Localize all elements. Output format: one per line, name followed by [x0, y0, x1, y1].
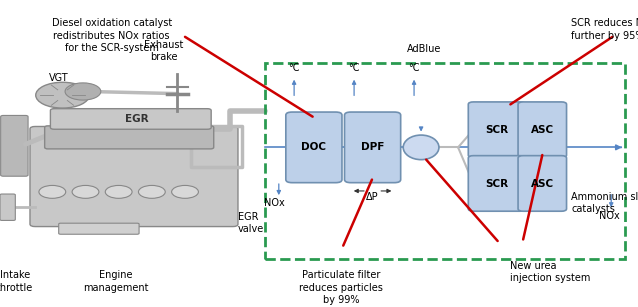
Text: Engine
management: Engine management [84, 270, 149, 293]
Text: NOx: NOx [599, 212, 619, 221]
Ellipse shape [403, 135, 439, 160]
FancyBboxPatch shape [468, 102, 525, 157]
Text: °C: °C [288, 63, 300, 72]
Text: Particulate filter
reduces particles
by 99%: Particulate filter reduces particles by … [299, 270, 383, 305]
Text: EGR: EGR [125, 114, 149, 124]
Text: °C: °C [408, 63, 420, 72]
Text: New urea
injection system: New urea injection system [510, 261, 591, 283]
Text: SCR reduces NOx
further by 95%: SCR reduces NOx further by 95% [571, 18, 638, 41]
FancyBboxPatch shape [30, 126, 238, 227]
Text: ΔP: ΔP [366, 192, 379, 202]
Circle shape [172, 185, 198, 198]
Circle shape [39, 185, 66, 198]
Circle shape [36, 82, 89, 108]
Text: EGR
valve: EGR valve [238, 212, 264, 234]
FancyBboxPatch shape [518, 156, 567, 211]
FancyBboxPatch shape [45, 126, 214, 149]
FancyBboxPatch shape [345, 112, 401, 183]
Text: Intake
throttle: Intake throttle [0, 270, 33, 293]
Circle shape [65, 83, 101, 100]
Text: VGT: VGT [49, 73, 68, 83]
Text: Ammonium slip
catalysts: Ammonium slip catalysts [571, 192, 638, 214]
Text: ASC: ASC [531, 179, 554, 188]
Text: DPF: DPF [361, 142, 384, 152]
Text: Exhaust
brake: Exhaust brake [144, 40, 184, 62]
FancyBboxPatch shape [59, 223, 139, 234]
Circle shape [72, 185, 99, 198]
FancyBboxPatch shape [0, 194, 15, 220]
Text: °C: °C [348, 63, 360, 72]
Circle shape [105, 185, 132, 198]
Text: SCR: SCR [485, 179, 508, 188]
FancyBboxPatch shape [468, 156, 525, 211]
Circle shape [138, 185, 165, 198]
Text: DOC: DOC [301, 142, 327, 152]
Text: Diesel oxidation catalyst
redistributes NOx ratios
for the SCR-system: Diesel oxidation catalyst redistributes … [52, 18, 172, 53]
Text: NOx: NOx [264, 198, 285, 208]
FancyBboxPatch shape [286, 112, 342, 183]
Text: AdBlue: AdBlue [407, 44, 441, 54]
Text: SCR: SCR [485, 125, 508, 134]
FancyBboxPatch shape [1, 115, 28, 176]
Text: ASC: ASC [531, 125, 554, 134]
FancyBboxPatch shape [50, 109, 211, 129]
FancyBboxPatch shape [518, 102, 567, 157]
